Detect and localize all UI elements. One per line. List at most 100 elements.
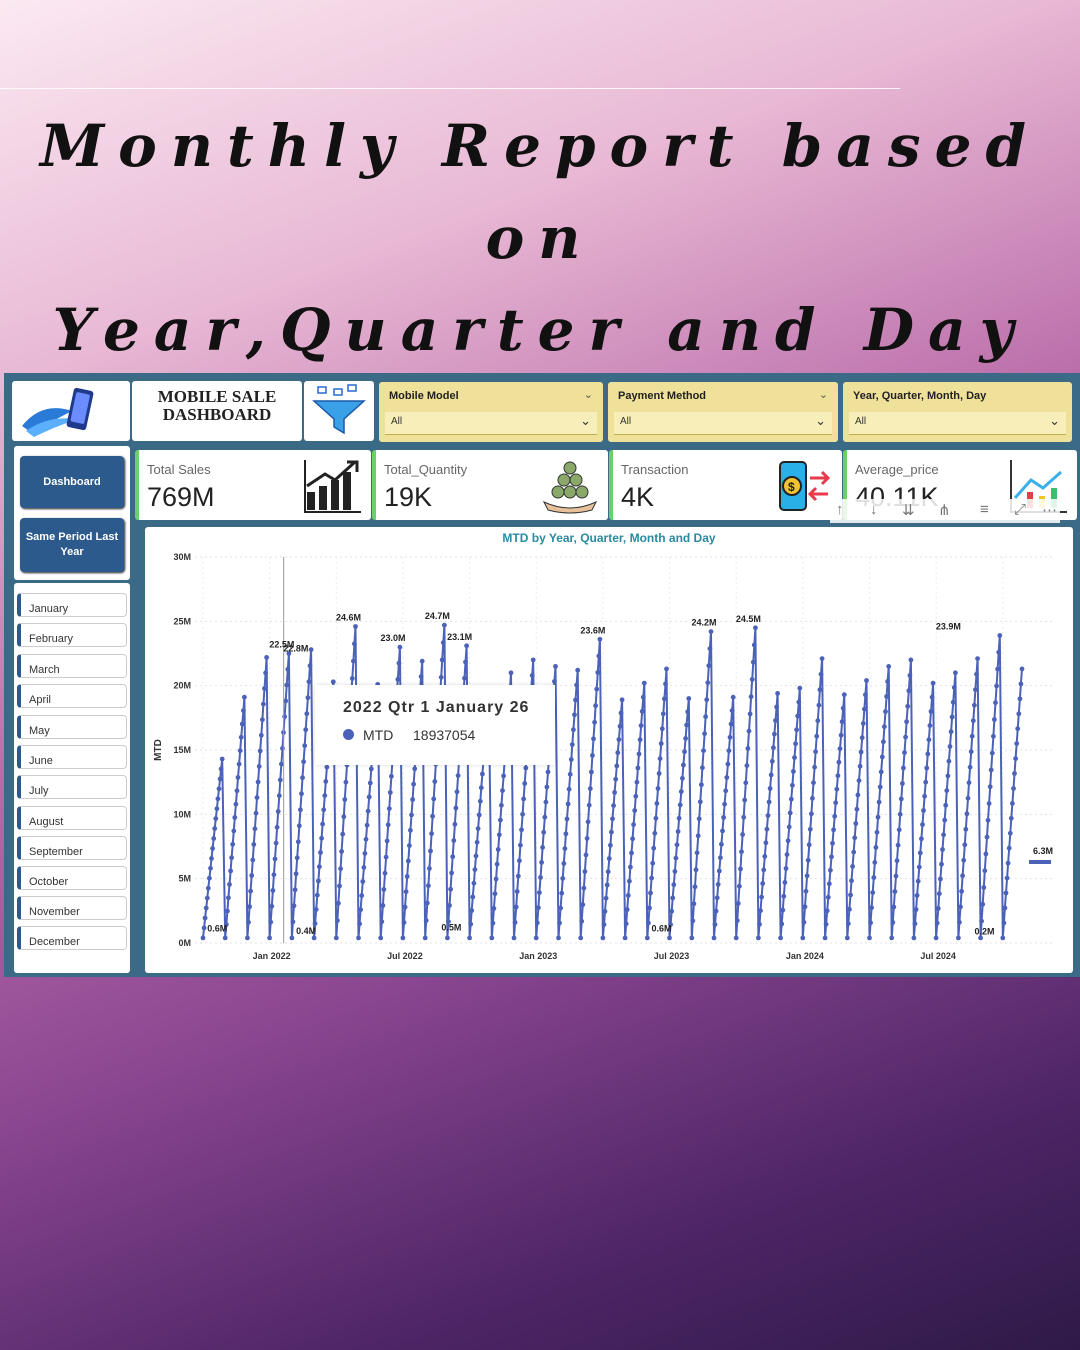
chart-plot[interactable]: 0M 5M 10M 15M 20M 25M 30M MTD Jan 2022 Jul 2022 Ja… <box>145 527 1073 973</box>
month-button-september[interactable]: September <box>17 836 127 860</box>
data-point <box>926 737 932 743</box>
drill-down-icon[interactable]: ↓ <box>870 501 878 518</box>
data-point <box>841 692 847 698</box>
data-point <box>966 780 972 786</box>
kpi-total-sales: Total Sales 769M <box>135 450 371 520</box>
chevron-down-icon[interactable]: ⌄ <box>1049 413 1060 428</box>
data-point <box>612 790 617 795</box>
data-point <box>408 827 413 833</box>
data-point <box>382 870 388 876</box>
data-point <box>560 876 566 881</box>
month-button-march[interactable]: March <box>17 654 127 678</box>
data-point <box>695 833 701 839</box>
month-button-july[interactable]: July <box>17 775 127 799</box>
data-point <box>261 701 266 707</box>
month-button-november[interactable]: November <box>17 896 127 920</box>
data-point <box>464 643 469 649</box>
data-point <box>929 694 935 700</box>
data-point <box>428 848 433 854</box>
data-point <box>991 733 996 739</box>
month-button-june[interactable]: June <box>17 745 127 769</box>
data-point <box>978 935 983 941</box>
data-point <box>774 704 779 710</box>
month-button-february[interactable]: February <box>17 623 127 647</box>
data-point <box>422 935 428 941</box>
data-label: 23.6M <box>580 625 605 635</box>
data-point <box>322 793 328 798</box>
slicer-value: All <box>855 416 867 427</box>
data-point <box>862 706 867 712</box>
data-point <box>956 935 961 941</box>
slicer-label: Payment Method <box>618 390 707 402</box>
kpi-value: 769M <box>147 482 215 512</box>
data-point <box>337 883 342 889</box>
month-button-august[interactable]: August <box>17 806 127 830</box>
filter-funnel-button[interactable] <box>304 381 374 441</box>
data-point <box>257 748 263 754</box>
data-point <box>659 726 665 732</box>
phone-logo <box>12 381 130 441</box>
month-button-may[interactable]: May <box>17 715 127 739</box>
hierarchy-icon[interactable]: ⋔ <box>938 502 951 519</box>
data-point <box>902 750 907 755</box>
headline-line-2: Year,Quarter and Day <box>52 296 1028 364</box>
data-point <box>763 840 769 846</box>
data-point <box>1003 890 1009 896</box>
y-tick-label: 20M <box>173 681 191 691</box>
data-point <box>701 748 706 754</box>
data-point <box>786 824 792 830</box>
drill-up-icon[interactable]: ↑ <box>836 501 844 518</box>
payment-method-slicer[interactable]: Payment Method ⌄ All ⌄ <box>608 382 838 442</box>
data-point <box>850 864 855 869</box>
mobile-model-slicer[interactable]: Mobile Model ⌄ All ⌄ <box>379 382 603 442</box>
data-point <box>646 920 651 926</box>
data-point <box>545 769 551 775</box>
payment-method-dropdown[interactable]: All ⌄ <box>614 412 832 435</box>
focus-mode-icon[interactable]: ⤢ <box>1014 501 1027 518</box>
more-options-icon[interactable]: ⋯ <box>1042 502 1057 519</box>
data-point <box>648 890 653 896</box>
data-point <box>617 723 623 729</box>
data-point <box>870 890 876 895</box>
data-point <box>468 921 474 927</box>
month-button-october[interactable]: October <box>17 866 127 890</box>
chevron-down-icon[interactable]: ⌄ <box>815 413 826 428</box>
mtd-line-chart[interactable]: MTD by Year, Quarter, Month and Day 0M 5M… <box>145 527 1073 973</box>
month-button-december[interactable]: December <box>17 926 127 950</box>
data-point <box>498 817 503 823</box>
data-point <box>262 686 267 691</box>
data-point <box>467 935 472 941</box>
data-point <box>559 890 565 896</box>
chevron-down-icon[interactable]: ⌄ <box>580 413 591 428</box>
data-point <box>1008 815 1014 821</box>
data-point <box>252 826 258 832</box>
date-hierarchy-dropdown[interactable]: All ⌄ <box>849 412 1066 435</box>
data-point <box>351 658 356 664</box>
data-point <box>523 765 529 771</box>
data-point <box>775 691 780 696</box>
same-period-last-year-button[interactable]: Same Period Last Year <box>20 518 124 572</box>
month-button-january[interactable]: January <box>17 593 127 617</box>
data-point <box>319 835 324 841</box>
filter-icon[interactable]: ≡ <box>980 501 989 518</box>
expand-all-down-icon[interactable]: ⇊ <box>902 502 915 519</box>
data-point <box>491 906 497 911</box>
data-point <box>217 776 223 782</box>
data-point <box>759 894 764 900</box>
data-point <box>795 713 801 719</box>
data-point <box>974 671 979 677</box>
data-point <box>477 798 483 804</box>
mobile-model-dropdown[interactable]: All ⌄ <box>385 412 597 435</box>
data-point <box>946 758 952 764</box>
data-point <box>992 717 997 722</box>
svg-text:$: $ <box>788 480 795 494</box>
date-hierarchy-slicer[interactable]: Year, Quarter, Month, Day All ⌄ <box>843 382 1072 442</box>
data-point <box>823 921 829 927</box>
data-point <box>780 907 786 913</box>
data-point <box>246 919 251 925</box>
chevron-down-icon[interactable]: ⌄ <box>583 389 593 401</box>
month-button-april[interactable]: April <box>17 684 127 708</box>
data-point <box>663 681 668 687</box>
dashboard-nav-button[interactable]: Dashboard <box>20 456 124 508</box>
chevron-down-icon[interactable]: ⌄ <box>818 389 828 401</box>
